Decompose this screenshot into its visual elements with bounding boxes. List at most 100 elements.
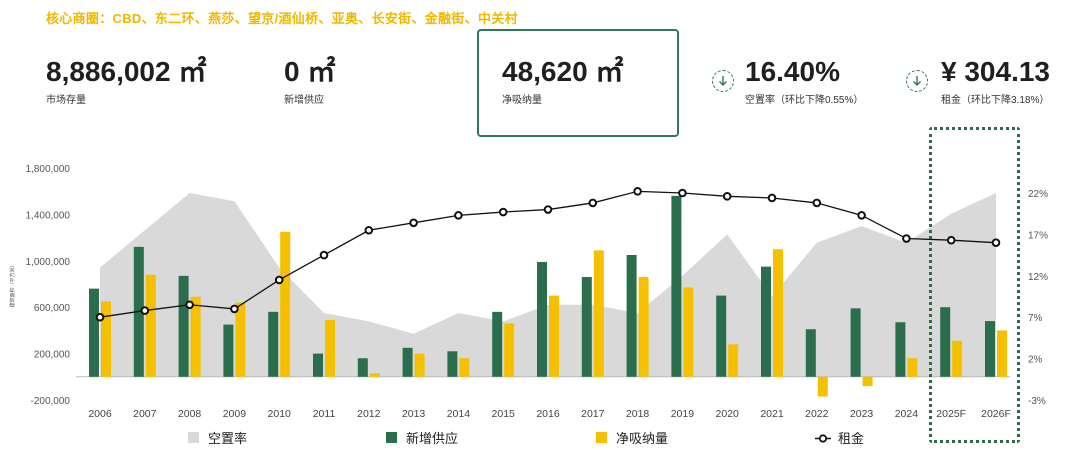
supply-bar (89, 288, 99, 377)
absorption-bar (190, 296, 201, 377)
legend-swatch-absorption (596, 432, 607, 443)
rent-point (633, 187, 642, 196)
legend-swatch-supply (386, 432, 397, 443)
x-tick-label: 2024 (895, 408, 919, 420)
absorption-bar (414, 353, 425, 377)
down-arrow-icon (712, 70, 734, 92)
rent-point (185, 300, 194, 310)
x-tick-label: 2025F (936, 408, 966, 420)
absorption-bar (549, 295, 559, 377)
kpi-value: 8,886,002 ㎡ (46, 56, 207, 87)
x-tick-label: 2013 (402, 408, 426, 420)
y-left-tick-label: 1,400,000 (26, 210, 71, 221)
y-left-tick-label: 1,000,000 (26, 257, 71, 268)
x-tick-label: 2014 (447, 408, 471, 420)
rent-point (812, 198, 822, 208)
supply-bar (850, 308, 861, 377)
y-right-tick-label: 7% (1028, 313, 1043, 324)
supply-bar (581, 277, 592, 377)
rent-point (319, 250, 329, 260)
rent-point (498, 207, 508, 217)
rent-point (364, 225, 374, 235)
kpi-new-supply: 0 ㎡ 新增供应 (284, 56, 335, 106)
supply-bar (537, 261, 547, 377)
absorption-bar (683, 287, 694, 377)
absorption-bar (862, 376, 873, 387)
legend-label: 净吸纳量 (616, 431, 669, 446)
x-tick-label: 2010 (268, 408, 292, 420)
absorption-bar (145, 274, 156, 377)
x-tick-label: 2008 (178, 408, 202, 420)
kpi-value: ¥ 304.13 (941, 56, 1050, 87)
x-tick-label: 2026F (981, 408, 1011, 420)
rent-point (543, 205, 553, 214)
kpi-value: 0 ㎡ (284, 56, 336, 87)
legend-label: 租金 (838, 431, 865, 446)
vacancy-area (100, 193, 996, 377)
legend-item-supply: 新增供应 (386, 428, 458, 447)
supply-bar (895, 322, 906, 377)
rent-point (274, 275, 284, 285)
absorption-bar (369, 373, 380, 377)
supply-bar (492, 311, 503, 377)
rent-point (767, 193, 777, 203)
market-subtitle: 核心商圈：CBD、东二环、燕莎、望京/酒仙桥、亚奥、长安街、金融街、中关村 (46, 11, 518, 26)
kpi-label: 市场存量 (46, 95, 86, 106)
supply-bar (716, 295, 727, 377)
supply-bar (985, 321, 995, 377)
rent-point (230, 304, 239, 314)
y-left-tick-label: 200,000 (34, 350, 71, 361)
absorption-bar (101, 301, 111, 377)
legend-item-absorption: 净吸纳量 (596, 428, 668, 447)
absorption-bar (638, 277, 649, 377)
x-tick-label: 2022 (805, 408, 829, 420)
supply-bar (223, 324, 234, 377)
kpi-label: 新增供应 (284, 95, 324, 106)
kpi-rent: ¥ 304.13 租金（环比下降3.18%） (941, 56, 1050, 106)
absorption-bar (952, 340, 963, 377)
rent-point (678, 188, 687, 198)
x-tick-label: 2015 (492, 408, 516, 420)
y-left-tick-label: -200,000 (31, 396, 71, 407)
rent-point (140, 306, 150, 315)
absorption-bar (459, 358, 470, 377)
x-tick-label: 2023 (850, 408, 874, 420)
kpi-label: 净吸纳量 (502, 95, 542, 106)
x-tick-label: 2017 (581, 408, 605, 420)
rent-point (409, 218, 418, 228)
legend-swatch-rent (815, 432, 831, 443)
x-tick-label: 2018 (626, 408, 650, 420)
kpi-value: 48,620 ㎡ (502, 56, 624, 87)
supply-bar (268, 311, 279, 377)
absorption-bar (235, 302, 246, 377)
x-tick-label: 2019 (671, 408, 695, 420)
absorption-bar (280, 231, 291, 377)
rent-point (588, 198, 598, 208)
x-tick-label: 2020 (716, 408, 740, 420)
supply-bar (178, 275, 189, 377)
x-tick-label: 2007 (133, 408, 157, 420)
absorption-bar (997, 330, 1007, 377)
absorption-bar (773, 249, 783, 377)
y-right-tick-label: 2% (1028, 355, 1043, 366)
kpi-highlight-frame (477, 29, 679, 137)
x-tick-label: 2012 (357, 408, 381, 420)
y-right-tick-label: 17% (1028, 230, 1048, 241)
absorption-bar (325, 319, 335, 377)
absorption-bar (907, 358, 918, 377)
x-tick-label: 2006 (88, 408, 112, 420)
x-tick-label: 2011 (313, 408, 336, 420)
rent-point (454, 211, 463, 220)
y-left-tick-label: 1,800,000 (26, 164, 71, 175)
supply-bar (313, 353, 323, 377)
rent-point (902, 234, 911, 243)
kpi-label: 空置率（环比下降0.55%） (745, 95, 864, 106)
legend-label: 新增供应 (406, 431, 459, 446)
supply-bar (402, 347, 413, 377)
legend-item-rent: 租金 (815, 428, 864, 447)
x-tick-label: 2021 (760, 408, 784, 420)
supply-bar (626, 255, 637, 377)
supply-bar (671, 195, 682, 377)
forecast-highlight-frame (929, 127, 1020, 443)
